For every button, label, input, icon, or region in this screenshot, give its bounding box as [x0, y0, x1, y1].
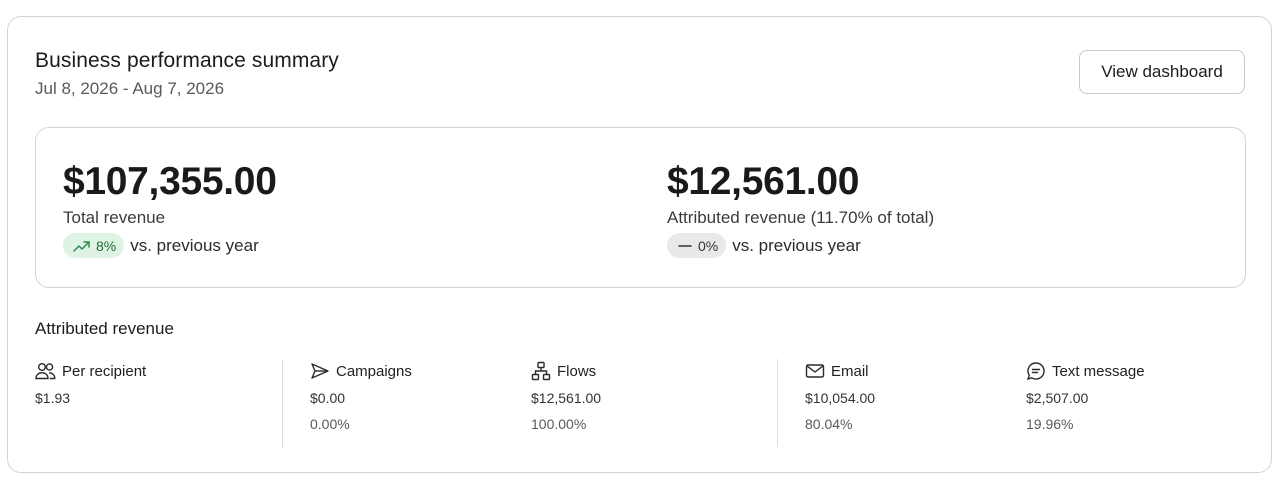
people-icon: [35, 363, 56, 380]
comparison-text: vs. previous year: [130, 235, 259, 255]
stat-label: Campaigns: [336, 362, 412, 380]
stat-percent: 19.96%: [1026, 416, 1074, 432]
stat-percent: 0.00%: [310, 416, 350, 432]
stat-label: Per recipient: [62, 362, 147, 380]
stat-percent: 100.00%: [531, 416, 587, 432]
attributed-revenue-label: Attributed revenue (11.70% of total): [667, 208, 935, 227]
card-title: Business performance summary: [35, 49, 339, 72]
change-value: 8%: [96, 237, 117, 254]
stats-divider: [777, 359, 778, 447]
stat-flows: Flows $12,561.00 100.00%: [531, 359, 601, 432]
stat-email: Email $10,054.00 80.04%: [805, 359, 876, 433]
change-badge: 0%: [667, 233, 727, 258]
send-icon: [311, 363, 329, 379]
total-revenue-value: $107,355.00: [63, 160, 277, 203]
stat-label: Flows: [557, 362, 597, 380]
trending-up-icon: [73, 240, 90, 252]
attributed-revenue-metric: $12,561.00 Attributed revenue (11.70% of…: [667, 160, 934, 258]
mail-icon: [805, 364, 825, 378]
stat-text-message: Text message $2,507.00 19.96%: [1026, 359, 1145, 432]
attributed-revenue-comparison: 0% vs. previous year: [667, 233, 934, 258]
stat-value: $10,054.00: [805, 390, 876, 406]
flow-icon: [531, 361, 551, 381]
stat-percent: 80.04%: [805, 416, 853, 432]
date-range: Jul 8, 2026 - Aug 7, 2026: [35, 79, 225, 98]
stat-value: $0.00: [310, 390, 346, 406]
view-dashboard-button[interactable]: View dashboard: [1079, 50, 1245, 94]
attributed-revenue-value: $12,561.00: [667, 160, 860, 203]
comparison-text: vs. previous year: [732, 235, 861, 255]
chat-icon: [1026, 362, 1045, 381]
stat-value: $1.93: [35, 390, 71, 406]
stat-value: $12,561.00: [531, 390, 602, 406]
business-summary-card: Business performance summary Jul 8, 2026…: [7, 16, 1272, 473]
change-value: 0%: [698, 237, 719, 254]
total-revenue-metric: $107,355.00 Total revenue 8% vs. previou…: [63, 160, 277, 258]
total-revenue-comparison: 8% vs. previous year: [63, 233, 277, 258]
stat-label: Text message: [1052, 362, 1145, 380]
total-revenue-label: Total revenue: [63, 208, 166, 227]
stat-value: $2,507.00: [1026, 390, 1089, 406]
stat-label: Email: [831, 362, 869, 380]
stat-per-recipient: Per recipient $1.93: [35, 359, 147, 407]
stat-campaigns: Campaigns $0.00 0.00%: [310, 359, 412, 433]
change-badge: 8%: [63, 233, 125, 258]
attributed-section-title: Attributed revenue: [35, 319, 174, 338]
attributed-stats-row: Per recipient $1.93 Campaigns $0.00 0.00…: [35, 359, 1246, 449]
stats-divider: [282, 359, 283, 447]
dash-icon: [678, 244, 692, 247]
revenue-summary-box: $107,355.00 Total revenue 8% vs. previou…: [35, 127, 1246, 288]
